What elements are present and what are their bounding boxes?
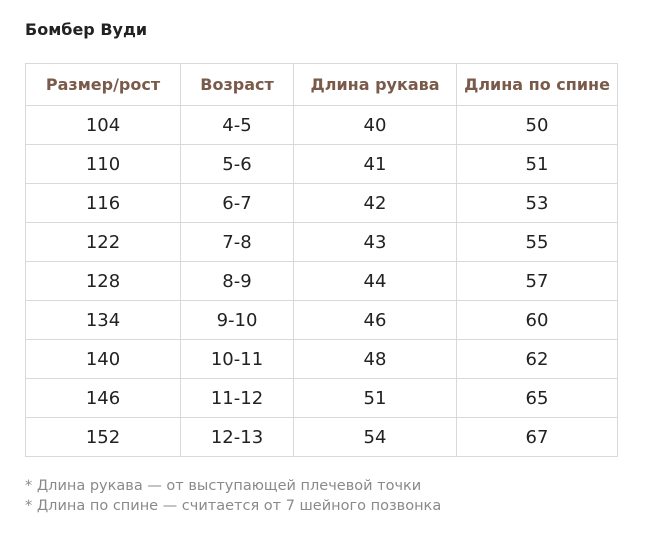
table-cell: 53 [456,183,618,223]
table-cell: 44 [293,261,457,301]
table-cell: 104 [25,105,181,145]
table-cell: 6-7 [180,183,294,223]
note: * Длина по спине — считается от 7 шейног… [25,498,442,514]
table-cell: 51 [456,144,618,184]
header-cell: Длина по спине [456,63,618,106]
table-cell: 40 [293,105,457,145]
table-cell: 57 [456,261,618,301]
table-cell: 41 [293,144,457,184]
table-cell: 67 [456,417,618,457]
table-cell: 65 [456,378,618,418]
table-cell: 146 [25,378,181,418]
table-cell: 134 [25,300,181,340]
title: Бомбер Вуди [25,20,148,39]
table-cell: 50 [456,105,618,145]
table-cell: 122 [25,222,181,262]
table-cell: 12-13 [180,417,294,457]
table-cell: 48 [293,339,457,379]
table-cell: 55 [456,222,618,262]
table-cell: 54 [293,417,457,457]
header-row: Размер/рост Возраст Длина рукава Длина по с… [25,63,618,106]
table-cell: 128 [25,261,181,301]
table-cell: 62 [456,339,618,379]
table-row: 110 5-6 41 51 [25,144,618,184]
table-cell: 51 [293,378,457,418]
table-cell: 116 [25,183,181,223]
table-cell: 43 [293,222,457,262]
table-row: 152 12-13 54 67 [25,417,618,457]
table-row: 122 7-8 43 55 [25,222,618,262]
table-cell: 9-10 [180,300,294,340]
table-cell: 11-12 [180,378,294,418]
header-cell: Возраст [180,63,294,106]
table-cell: 8-9 [180,261,294,301]
table-cell: 42 [293,183,457,223]
header-cell: Длина рукава [293,63,457,106]
size-table: Размер/рост Возраст Длина рукава Длина по с… [25,63,618,457]
table-body: 104 4-5 40 50 110 5-6 41 51 116 6-7 42 53 122 7-8 43 55… [25,105,618,457]
table-cell: 7-8 [180,222,294,262]
table-cell: 152 [25,417,181,457]
notes: * Длина рукава — от выступающей плечевой… [25,476,441,516]
table-row: 146 11-12 51 65 [25,378,618,418]
table-row: 104 4-5 40 50 [25,105,618,145]
table-cell: 4-5 [180,105,294,145]
header-cell: Размер/рост [25,63,181,106]
table-cell: 10-11 [180,339,294,379]
table-cell: 140 [25,339,181,379]
table-cell: 110 [25,144,181,184]
table-row: 140 10-11 48 62 [25,339,618,379]
table-row: 128 8-9 44 57 [25,261,618,301]
table-cell: 60 [456,300,618,340]
table-cell: 5-6 [180,144,294,184]
table-cell: 46 [293,300,457,340]
note: * Длина рукава — от выступающей плечевой… [25,478,422,494]
table-row: 134 9-10 46 60 [25,300,618,340]
table-row: 116 6-7 42 53 [25,183,618,223]
